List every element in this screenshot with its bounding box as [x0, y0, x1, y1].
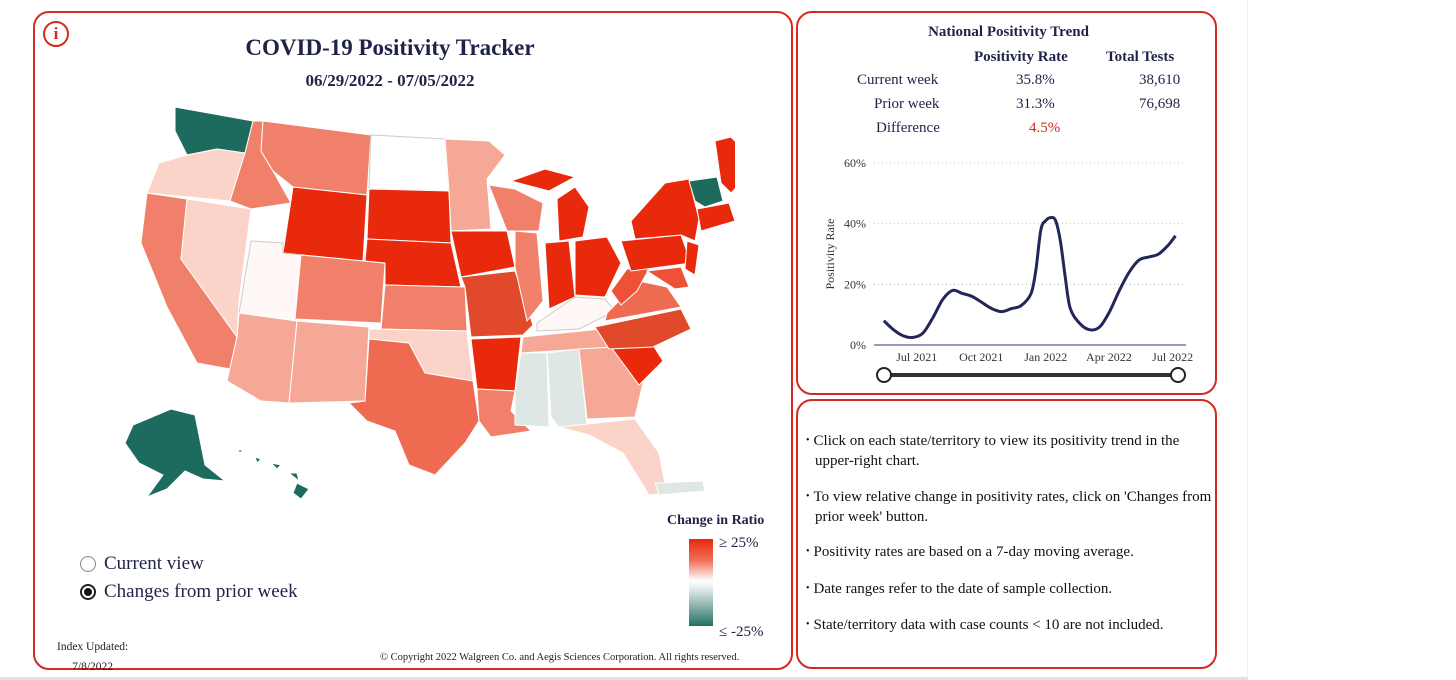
state-in[interactable] — [544, 240, 576, 310]
state-or[interactable] — [146, 148, 246, 202]
state-hi[interactable] — [238, 448, 310, 500]
x-tick-label: Oct 2021 — [959, 350, 1003, 364]
state-wi[interactable] — [488, 184, 544, 232]
state-ny[interactable] — [630, 178, 700, 242]
state-nm[interactable] — [288, 320, 370, 404]
x-tick-label: Jul 2022 — [1152, 350, 1193, 364]
state-tx[interactable] — [347, 338, 480, 476]
state-ks[interactable] — [380, 284, 468, 332]
copyright: © Copyright 2022 Walgreen Co. and Aegis … — [380, 652, 740, 663]
legend-gradient — [689, 539, 713, 626]
state-mo[interactable] — [460, 270, 534, 338]
current-tests: 38,610 — [1139, 72, 1181, 88]
page-scroll-area — [1247, 0, 1456, 680]
index-updated: Index Updated: 7/8/2022 — [57, 637, 128, 677]
state-il[interactable] — [514, 230, 544, 323]
legend-low-label: ≤ -25% — [719, 624, 764, 640]
state-pa[interactable] — [620, 234, 692, 272]
state-sd[interactable] — [366, 188, 452, 244]
x-tick-label: Jan 2022 — [1024, 350, 1067, 364]
state-ms[interactable] — [514, 352, 550, 428]
trend-panel: National Positivity Trend Positivity Rat… — [796, 11, 1217, 395]
row-label-difference: Difference — [876, 120, 940, 136]
column-header-rate: Positivity Rate — [974, 49, 1068, 65]
radio-changes-prior-week-circle[interactable] — [80, 584, 96, 600]
view-options: Current view Changes from prior week — [80, 553, 298, 603]
note-item: Positivity rates are based on a 7-day mo… — [806, 542, 1220, 562]
series-line-national — [882, 215, 1177, 340]
legend-high-label: ≥ 25% — [719, 535, 759, 551]
us-state-map — [124, 106, 735, 500]
notes-panel: Click on each state/territory to view it… — [796, 399, 1217, 669]
state-nc[interactable] — [594, 308, 692, 350]
radio-current-view[interactable]: Current view — [80, 553, 298, 575]
territory-pr[interactable] — [654, 480, 706, 496]
x-tick-label: Apr 2022 — [1086, 350, 1132, 364]
state-nd[interactable] — [368, 134, 450, 192]
range-slider-end-handle[interactable] — [1170, 367, 1186, 383]
page-title: COVID-19 Positivity Tracker — [245, 35, 535, 60]
state-md[interactable] — [645, 266, 690, 290]
state-mn[interactable] — [444, 138, 506, 232]
state-ak[interactable] — [124, 408, 227, 499]
note-item: State/territory data with case counts < … — [806, 615, 1220, 635]
radio-current-view-label: Current view — [104, 553, 204, 574]
x-tick-label: Jul 2021 — [896, 350, 937, 364]
trend-line-chart[interactable]: 0% 20% 40% 60% Jul 2021 Oct 2021 Jan 2022 Apr 2… — [798, 149, 1219, 389]
state-wa[interactable] — [174, 106, 254, 156]
info-icon[interactable]: i — [43, 21, 69, 47]
state-co[interactable] — [294, 254, 386, 324]
legend-title: Change in Ratio — [667, 513, 765, 528]
y-tick-label: 0% — [850, 338, 866, 352]
prior-tests: 76,698 — [1139, 96, 1181, 112]
state-oh[interactable] — [574, 236, 622, 298]
state-ia[interactable] — [450, 230, 516, 278]
state-me[interactable] — [714, 136, 735, 194]
state-ma[interactable] — [696, 202, 735, 232]
state-wv[interactable] — [610, 268, 650, 306]
state-mi[interactable] — [556, 186, 590, 242]
horizontal-divider — [0, 677, 1248, 680]
index-updated-label: Index Updated: — [57, 641, 129, 653]
y-tick-label: 60% — [844, 156, 866, 170]
trend-title: National Positivity Trend — [928, 24, 1089, 40]
row-label-current: Current week — [857, 72, 939, 88]
state-nj[interactable] — [684, 240, 700, 276]
state-az[interactable] — [226, 312, 298, 404]
y-tick-label: 40% — [844, 217, 866, 231]
current-rate: 35.8% — [1016, 72, 1055, 88]
radio-current-view-circle[interactable] — [80, 556, 96, 572]
column-header-tests: Total Tests — [1106, 49, 1175, 65]
state-ar[interactable] — [470, 336, 522, 392]
map-panel: i COVID-19 Positivity Tracker 06/29/2022… — [33, 11, 793, 673]
state-wy[interactable] — [282, 186, 368, 262]
date-range: 06/29/2022 - 07/05/2022 — [305, 71, 475, 90]
radio-changes-prior-week[interactable]: Changes from prior week — [80, 581, 298, 603]
range-slider-start-handle[interactable] — [876, 367, 892, 383]
state-mi-upper[interactable] — [509, 168, 577, 192]
note-item: Click on each state/territory to view it… — [806, 431, 1220, 471]
index-updated-date: 7/8/2022 — [72, 661, 114, 673]
difference-rate: 4.5% — [1029, 120, 1061, 136]
row-label-prior: Prior week — [874, 96, 940, 112]
state-fl[interactable] — [558, 418, 668, 496]
radio-changes-prior-week-label: Changes from prior week — [104, 581, 298, 602]
y-tick-label: 20% — [844, 277, 866, 291]
y-axis-label: Positivity Rate — [823, 218, 837, 289]
note-item: Date ranges refer to the date of sample … — [806, 579, 1220, 599]
prior-rate: 31.3% — [1016, 96, 1055, 112]
state-vt-nh[interactable] — [688, 176, 724, 208]
note-item: To view relative change in positivity ra… — [806, 487, 1220, 527]
